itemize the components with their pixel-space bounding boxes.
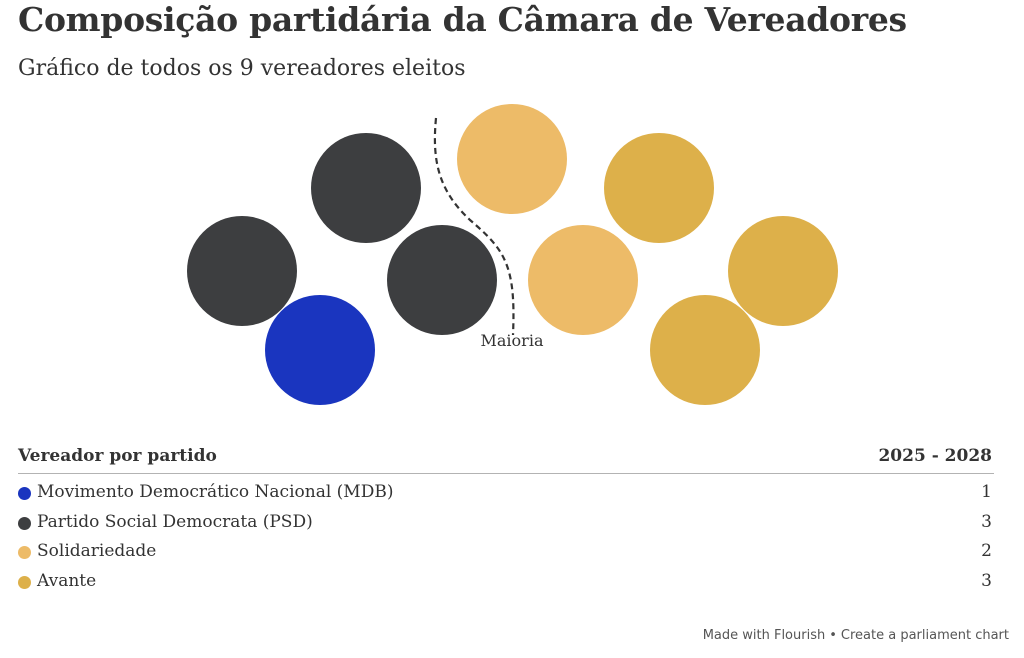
party-name: Partido Social Democrata (PSD) xyxy=(37,511,313,532)
made-with-flourish-link[interactable]: Made with Flourish xyxy=(702,628,826,643)
seat-party-2[interactable] xyxy=(457,104,567,214)
seat-party-3[interactable] xyxy=(604,133,714,243)
party-seat-count: 1 xyxy=(981,482,992,502)
footer: Made with Flourish • Create a parliament c… xyxy=(703,628,1009,643)
party-color-swatch xyxy=(18,516,31,530)
party-row: Movimento Democrático Nacional (MDB) 1 xyxy=(18,479,994,509)
majority-line xyxy=(433,117,515,336)
party-seat-count: 2 xyxy=(981,541,992,561)
party-color-swatch xyxy=(18,575,31,589)
parliament-chart: Maioria xyxy=(187,104,838,405)
party-table: Movimento Democrático Nacional (MDB) 1 Par… xyxy=(18,479,994,597)
period-column-header: 2025 - 2028 xyxy=(878,446,992,466)
party-seat-count: 3 xyxy=(981,570,992,591)
seat-party-0[interactable] xyxy=(265,295,375,405)
party-row: Solidariedade 2 xyxy=(18,538,994,568)
party-row: Avante 3 xyxy=(18,568,994,598)
party-table-header: Vereador por partido 2025 - 2028 xyxy=(18,446,994,474)
party-seat-count: 3 xyxy=(981,511,992,532)
party-row: Partido Social Democrata (PSD) 3 xyxy=(18,509,994,539)
create-parliament-chart-link[interactable]: Create a parliament chart xyxy=(840,628,1009,643)
party-column-header: Vereador por partido xyxy=(18,446,217,466)
chart-subtitle: Gráfico de todos os 9 vereadores eleitos xyxy=(18,56,466,81)
seat-party-3[interactable] xyxy=(728,216,838,326)
seat-party-2[interactable] xyxy=(528,225,638,335)
party-name: Avante xyxy=(37,570,97,591)
chart-title: Composição partidária da Câmara de Verea… xyxy=(18,0,907,39)
party-color-swatch xyxy=(18,487,31,500)
seat-party-1[interactable] xyxy=(187,216,297,326)
footer-separator: • xyxy=(829,628,837,643)
party-name: Movimento Democrático Nacional (MDB) xyxy=(37,482,394,502)
seat-party-1[interactable] xyxy=(311,133,421,243)
party-color-swatch xyxy=(18,546,31,559)
majority-label: Maioria xyxy=(481,331,544,350)
party-name: Solidariedade xyxy=(37,541,157,561)
seat-party-3[interactable] xyxy=(650,295,760,405)
seat-party-1[interactable] xyxy=(387,225,497,335)
